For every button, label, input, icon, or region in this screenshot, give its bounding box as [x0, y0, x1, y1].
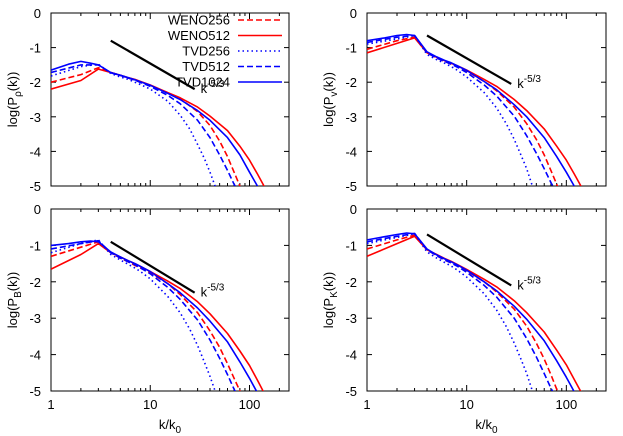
y-tick-label: -3: [29, 311, 41, 326]
x-axis-label: k/k0: [159, 417, 182, 436]
y-tick-label: -2: [29, 75, 41, 90]
series-line-tvd1024: [367, 33, 576, 186]
y-tick-label: 0: [34, 202, 41, 217]
y-tick-label: -4: [345, 144, 357, 159]
y-tick-label: -3: [345, 311, 357, 326]
slope-label: k-5/3: [517, 74, 541, 91]
y-tick-label: 0: [34, 6, 41, 21]
legend-label: TVD1024: [175, 75, 230, 90]
series-line-tvd512: [367, 232, 554, 391]
series-line-tvd1024: [367, 232, 575, 391]
x-tick-label: 10: [459, 397, 473, 412]
slope-reference-line: [426, 34, 512, 85]
y-axis-label: log(Pv(k)): [321, 72, 340, 127]
series-line-tvd256: [367, 34, 534, 186]
series-line-weno256: [51, 241, 241, 391]
x-tick-label: 10: [143, 397, 157, 412]
series-line-tvd512: [367, 34, 554, 186]
y-tick-label: -2: [29, 275, 41, 290]
x-tick-label: 100: [555, 397, 577, 412]
legend-label: TVD512: [182, 59, 230, 74]
y-tick-label: -1: [345, 41, 357, 56]
legend-label: WENO512: [168, 28, 230, 43]
series-group: [367, 33, 582, 186]
series-group: [367, 232, 582, 391]
x-axis-label: k/k0: [475, 417, 498, 436]
series-group: [51, 239, 264, 391]
series-line-weno512: [51, 68, 265, 186]
y-tick-label: -5: [345, 179, 357, 194]
slope-reference-line: [110, 39, 196, 91]
y-tick-label: -4: [345, 348, 357, 363]
series-line-tvd512: [51, 239, 236, 391]
y-tick-label: -5: [345, 384, 357, 399]
series-line-tvd256: [367, 233, 534, 391]
y-axis-label: log(Pρ(k)): [5, 72, 24, 128]
y-tick-label: 0: [350, 202, 357, 217]
series-line-weno512: [367, 37, 582, 186]
series-line-weno512: [367, 235, 582, 391]
y-tick-label: -1: [29, 41, 41, 56]
plot-frame: [366, 208, 607, 392]
panel-bottom-left: 0 -1 -2 -3 -4 -5 1 10 100 log(PB(k)) k/k0 k-5/3: [5, 202, 290, 436]
plot-frame: [366, 12, 607, 187]
series-line-tvd1024: [51, 60, 259, 186]
y-tick-label: -3: [345, 110, 357, 125]
panel-bottom-right: 0 -1 -2 -3 -4 -5 1 10 100 log(PK(k)) k/k0 k-5/3: [321, 202, 607, 436]
series-group: [51, 60, 265, 186]
slope-label: k-5/3: [517, 275, 541, 292]
y-tick-label: -2: [345, 75, 357, 90]
legend-label: WENO256: [168, 13, 230, 28]
plot-frame: [50, 12, 290, 187]
plot-frame: [50, 208, 290, 392]
y-tick-label: -2: [345, 275, 357, 290]
series-line-weno512: [51, 242, 264, 391]
legend-label: TVD256: [182, 44, 230, 59]
x-tick-label: 1: [363, 397, 370, 412]
slope-reference-line: [426, 233, 512, 287]
y-tick-label: -4: [29, 348, 41, 363]
x-tick-label: 1: [47, 397, 54, 412]
y-tick-label: -5: [29, 179, 41, 194]
slope-reference-line: [110, 240, 196, 294]
x-tick-label: 100: [239, 397, 261, 412]
slope-label: k-5/3: [201, 283, 225, 300]
y-tick-label: -1: [345, 238, 357, 253]
y-tick-label: 0: [350, 6, 357, 21]
y-tick-label: -3: [29, 110, 41, 125]
slope-label: k-5/3: [201, 79, 225, 96]
y-tick-label: -1: [29, 238, 41, 253]
y-axis-label: log(PB(k)): [5, 272, 24, 329]
y-axis-label: log(PK(k)): [321, 272, 340, 329]
panel-top-right: 0 -1 -2 -3 -4 -5 log(Pv(k)) k-5/3: [321, 6, 607, 194]
y-tick-label: -5: [29, 384, 41, 399]
series-line-tvd1024: [51, 240, 258, 391]
y-tick-label: -4: [29, 144, 41, 159]
